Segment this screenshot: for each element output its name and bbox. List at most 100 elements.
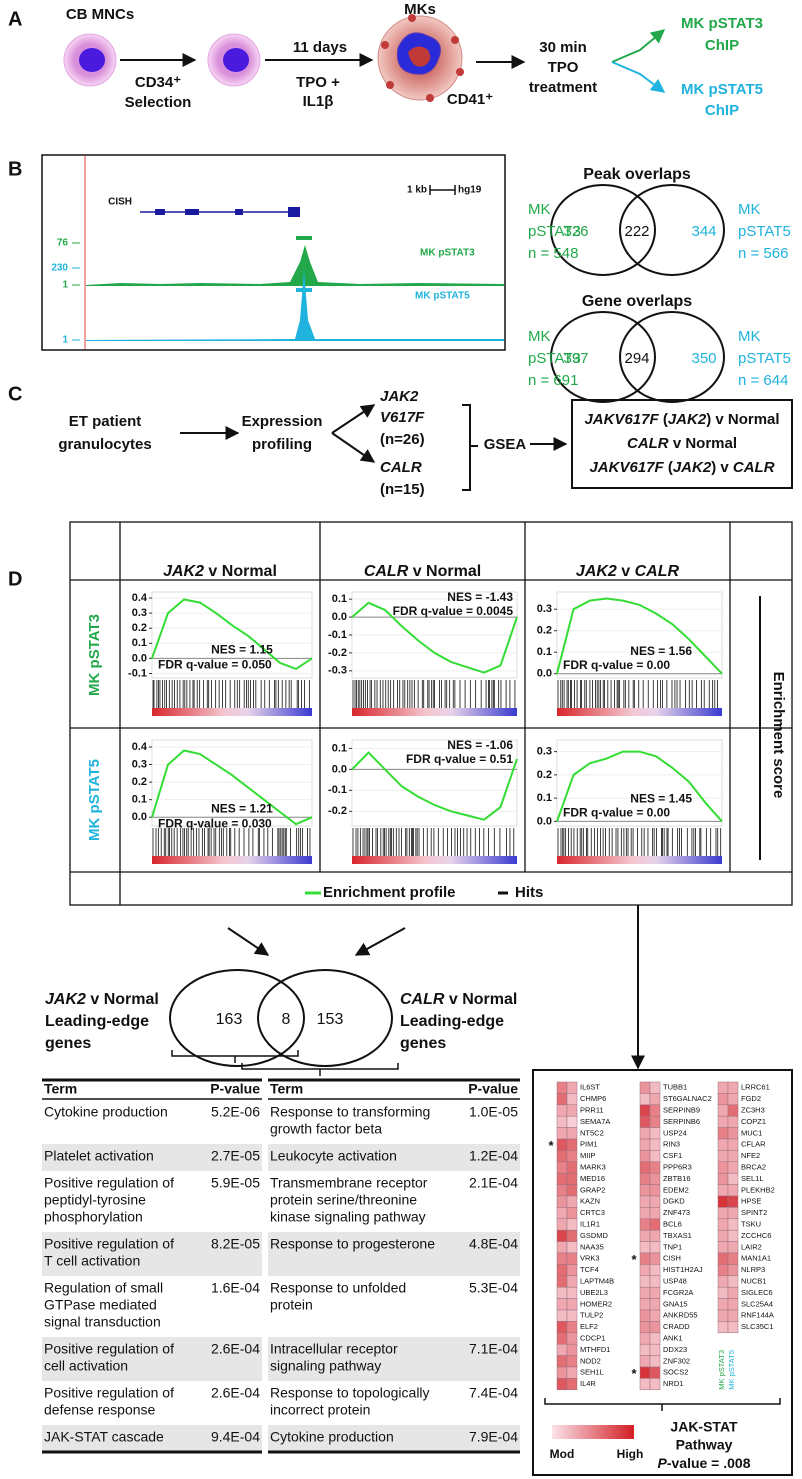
nes-label: NES = 1.56 [630,644,692,658]
label: granulocytes [58,436,151,453]
heat-cell [566,1366,578,1379]
row-label: MK pSTAT5 [86,759,103,841]
row-shade [42,1232,262,1276]
panel-label: B [8,158,22,180]
term: growth factor beta [270,1121,382,1137]
gene-label: PRR11 [580,1105,604,1114]
y-tick-label: 0.2 [537,769,552,781]
term: peptidyl-tyrosine [44,1192,146,1208]
label: 1 [62,280,68,291]
y-tick-label: 0.1 [132,637,147,649]
heat-cell [566,1150,578,1163]
heat-cell [727,1081,739,1094]
heat-cell [649,1343,661,1356]
row-shade [268,1232,520,1276]
axis-title: Enrichment score [770,672,787,799]
heat-cell [566,1332,578,1345]
gene-label: GNA15 [663,1299,688,1308]
text-segment: JAK2 [673,459,712,476]
heat-cell [566,1309,578,1322]
heat-cell [556,1138,568,1151]
y-tick-label: 0.0 [132,652,147,664]
term: Response to transforming [270,1104,430,1120]
column-header: JAK2 v Normal [163,563,277,580]
panel-label: C [8,383,22,405]
term: signaling pathway [270,1358,381,1374]
heat-cell [727,1252,739,1265]
heat-cell [566,1343,578,1356]
heat-cell [556,1355,568,1368]
star: * [631,1366,637,1381]
pathway-title: JAK-STAT [670,1419,738,1435]
gene-label: USP48 [663,1276,687,1285]
y-tick-label: 0.1 [132,794,147,806]
label: ET patient [69,413,142,430]
heat-cell [566,1218,578,1231]
heat-cell [556,1252,568,1265]
gene-label: IL6ST [580,1083,600,1092]
term: JAK-STAT cascade [44,1429,164,1445]
label: CD41⁺ [447,91,493,108]
heat-cell [717,1207,729,1220]
plot-frame [556,591,723,679]
p-value: 1.0E-05 [469,1104,518,1120]
gene-label: EDEM2 [663,1185,689,1194]
heat-cell [566,1081,578,1094]
venn-count: 222 [624,223,649,240]
label: MK [738,328,761,345]
nes-label: NES = -1.06 [447,738,513,752]
heat-cell [717,1161,729,1174]
label: CD34⁺ [135,74,181,91]
heat-cell [556,1172,568,1185]
gene-label: CDCP1 [580,1333,605,1342]
gene-label: COPZ1 [741,1117,766,1126]
comparison: CALR v Normal [627,435,737,452]
label: n = 566 [738,245,788,262]
gene-label: ZBTB16 [663,1174,691,1183]
venn-count: 350 [691,350,716,367]
heat-cell [639,1218,651,1231]
heat-cell [639,1127,651,1140]
column-header: CALR v Normal [364,563,481,580]
p-value: 5.3E-04 [469,1280,518,1296]
panel-label: D [8,568,22,590]
venn-shapes [169,184,793,1076]
label: 30 min [539,39,587,56]
sample-label: MK pSTAT3 [717,1350,726,1390]
y-tick-label: -0.1 [328,629,347,641]
enrichment-curve [151,598,313,671]
label: MK pSTAT3 [420,248,475,259]
heat-cell [727,1218,739,1231]
y-tick-label: -0.1 [128,667,147,679]
y-tick-label: 0.1 [537,646,552,658]
term: Positive regulation of [44,1385,174,1401]
gene-label: MTHFD1 [580,1345,610,1354]
gene-label: TBXAS1 [663,1231,692,1240]
p-value: 1.2E-04 [469,1148,518,1164]
label: V617F [380,409,425,426]
legend-label: Enrichment profile [323,884,456,901]
heat-cell [649,1184,661,1197]
heat-cell [717,1298,729,1311]
gene-label: TNP1 [663,1242,682,1251]
heat-cell [649,1093,661,1106]
label: 1 kb [407,185,427,196]
enrichment-curve [151,749,313,826]
gene-label: TULP2 [580,1311,603,1320]
gene-label: NT5C2 [580,1128,604,1137]
label: MK [528,328,551,345]
heat-cell [566,1207,578,1220]
gene-label: LAIR2 [741,1242,762,1251]
label: pSTAT3 [528,223,581,240]
term: Response to progesterone [270,1236,435,1252]
heat-cell [717,1321,729,1334]
gene-label: SERPINB9 [663,1105,700,1114]
p-value: 7.1E-04 [469,1341,518,1357]
enrichment-curve [556,597,723,675]
p-value: 2.6E-04 [211,1341,260,1357]
heat-cell [639,1093,651,1106]
gene-label: PLEKHB2 [741,1185,775,1194]
heat-cell [649,1252,661,1265]
heat-cell [566,1355,578,1368]
row-shade [42,1425,262,1452]
